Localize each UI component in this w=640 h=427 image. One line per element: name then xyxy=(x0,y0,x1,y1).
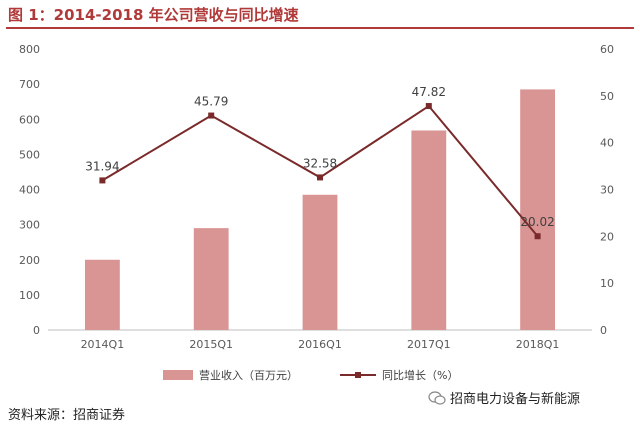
growth-point xyxy=(208,112,215,119)
y-left-tick-label: 500 xyxy=(19,148,40,161)
growth-point xyxy=(534,233,541,240)
bar xyxy=(193,228,229,330)
y-right-tick-label: 0 xyxy=(600,324,607,337)
y-left-tick-label: 400 xyxy=(19,184,40,197)
y-right-tick-label: 40 xyxy=(600,137,614,150)
bar xyxy=(84,259,120,330)
legend-line-marker xyxy=(355,372,361,378)
bar xyxy=(520,89,556,330)
watermark: 招商电力设备与新能源 xyxy=(428,388,580,407)
growth-point xyxy=(317,174,323,181)
y-right-tick-label: 10 xyxy=(600,277,614,290)
growth-point xyxy=(99,177,106,184)
growth-data-label: 47.82 xyxy=(412,85,446,99)
growth-data-label: 20.02 xyxy=(520,215,554,229)
y-right-tick-label: 20 xyxy=(600,230,614,243)
watermark-text: 招商电力设备与新能源 xyxy=(450,392,581,407)
y-left-tick-label: 100 xyxy=(19,289,40,302)
bar xyxy=(411,130,447,330)
wechat-icon xyxy=(428,390,446,405)
title-rule xyxy=(6,27,634,29)
x-tick-label: 2018Q1 xyxy=(516,338,560,351)
x-tick-label: 2016Q1 xyxy=(298,338,342,351)
y-left-tick-label: 600 xyxy=(19,113,40,126)
y-right-tick-label: 50 xyxy=(600,90,614,103)
y-left-tick-label: 300 xyxy=(19,219,40,232)
source-note: 资料来源：招商证券 xyxy=(8,408,126,423)
y-left-tick-label: 200 xyxy=(19,254,40,267)
y-left-tick-label: 700 xyxy=(19,78,40,91)
x-tick-label: 2014Q1 xyxy=(81,338,125,351)
growth-point xyxy=(425,103,432,110)
figure-title: 图 1：2014-2018 年公司营收与同比增速 xyxy=(8,6,299,24)
growth-data-label: 45.79 xyxy=(194,95,228,109)
bar xyxy=(302,194,338,330)
y-right-tick-label: 60 xyxy=(600,43,614,56)
x-tick-label: 2015Q1 xyxy=(189,338,233,351)
growth-data-label: 31.94 xyxy=(85,159,119,173)
growth-data-label: 32.58 xyxy=(303,156,337,170)
y-left-tick-label: 800 xyxy=(19,43,40,56)
legend-bar-swatch xyxy=(163,370,193,380)
legend-bar-label: 营业收入（百万元） xyxy=(199,368,298,382)
y-right-tick-label: 30 xyxy=(600,184,614,197)
x-tick-label: 2017Q1 xyxy=(407,338,451,351)
y-left-tick-label: 0 xyxy=(33,324,40,337)
legend-line-label: 同比增长（%） xyxy=(382,368,458,382)
